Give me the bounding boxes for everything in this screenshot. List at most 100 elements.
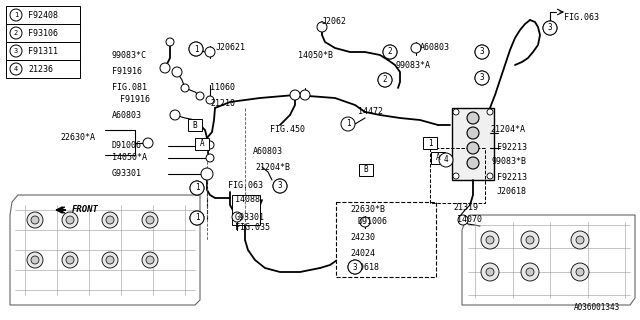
Circle shape	[106, 256, 114, 264]
Circle shape	[467, 142, 479, 154]
Circle shape	[10, 63, 22, 75]
Text: F91916: F91916	[120, 95, 150, 105]
Text: 21204*A: 21204*A	[490, 125, 525, 134]
Text: F92213: F92213	[497, 143, 527, 153]
Text: 2: 2	[383, 76, 387, 84]
Circle shape	[27, 212, 43, 228]
Circle shape	[526, 268, 534, 276]
Text: 1: 1	[428, 139, 432, 148]
Circle shape	[348, 260, 362, 274]
Text: 99083*C: 99083*C	[112, 51, 147, 60]
Text: D91006: D91006	[358, 218, 388, 227]
Text: B: B	[364, 165, 368, 174]
Text: A: A	[436, 154, 440, 163]
Text: 21236: 21236	[28, 65, 53, 74]
Circle shape	[486, 236, 494, 244]
Bar	[359, 164, 373, 176]
Circle shape	[317, 22, 327, 32]
Circle shape	[201, 168, 213, 180]
Text: 14050*B: 14050*B	[298, 51, 333, 60]
Circle shape	[143, 138, 153, 148]
Circle shape	[300, 90, 310, 100]
Text: 14088: 14088	[235, 195, 260, 204]
Circle shape	[467, 112, 479, 124]
Bar	[6, 6, 80, 24]
Circle shape	[348, 260, 362, 274]
Circle shape	[521, 263, 539, 281]
Circle shape	[181, 84, 189, 92]
Bar	[6, 42, 80, 60]
Text: A60803: A60803	[253, 148, 283, 156]
Circle shape	[166, 38, 174, 46]
Circle shape	[571, 231, 589, 249]
Bar	[430, 148, 485, 203]
Text: 4: 4	[444, 156, 448, 164]
Bar	[423, 137, 437, 149]
Circle shape	[190, 181, 204, 195]
Text: FIG.450: FIG.450	[270, 125, 305, 134]
Bar	[232, 195, 260, 225]
Text: 4: 4	[14, 66, 18, 72]
Circle shape	[146, 216, 154, 224]
Text: 14472: 14472	[358, 108, 383, 116]
Circle shape	[475, 71, 489, 85]
Text: FIG.063: FIG.063	[228, 181, 263, 190]
Text: 3: 3	[353, 262, 357, 271]
Circle shape	[487, 109, 493, 115]
Bar	[188, 119, 202, 131]
Text: D91006: D91006	[112, 141, 142, 150]
Circle shape	[10, 27, 22, 39]
Circle shape	[142, 212, 158, 228]
Circle shape	[383, 45, 397, 59]
Text: FIG.081: FIG.081	[112, 84, 147, 92]
Circle shape	[378, 73, 392, 87]
Text: 21204*B: 21204*B	[255, 163, 290, 172]
Circle shape	[458, 215, 468, 225]
Text: F93106: F93106	[28, 28, 58, 37]
Circle shape	[341, 117, 355, 131]
Circle shape	[439, 153, 453, 167]
Circle shape	[206, 141, 214, 149]
Text: 1: 1	[195, 213, 199, 222]
Circle shape	[190, 181, 204, 195]
Text: 14070: 14070	[457, 215, 482, 225]
Circle shape	[232, 212, 242, 222]
Text: 3: 3	[278, 181, 282, 190]
Circle shape	[576, 236, 584, 244]
Circle shape	[475, 71, 489, 85]
Circle shape	[146, 256, 154, 264]
Circle shape	[206, 96, 214, 104]
Circle shape	[543, 21, 557, 35]
Text: 1: 1	[346, 119, 350, 129]
Text: A60803: A60803	[420, 44, 450, 52]
Text: 14050*A: 14050*A	[112, 154, 147, 163]
Text: 1: 1	[195, 183, 199, 193]
Circle shape	[475, 45, 489, 59]
Text: 3: 3	[480, 74, 484, 83]
Text: J20618: J20618	[350, 263, 380, 273]
Circle shape	[31, 256, 39, 264]
Text: J20621: J20621	[216, 44, 246, 52]
Text: 1: 1	[14, 12, 18, 18]
Text: B: B	[193, 121, 197, 130]
Text: FRONT: FRONT	[72, 205, 99, 214]
Circle shape	[467, 127, 479, 139]
Bar	[195, 138, 209, 150]
Circle shape	[102, 212, 118, 228]
Text: 22630*A: 22630*A	[60, 132, 95, 141]
Text: A: A	[200, 140, 204, 148]
Circle shape	[66, 216, 74, 224]
Circle shape	[102, 252, 118, 268]
Circle shape	[66, 256, 74, 264]
Circle shape	[10, 45, 22, 57]
Circle shape	[543, 21, 557, 35]
Circle shape	[411, 43, 421, 53]
Text: 2: 2	[14, 30, 18, 36]
Text: G93301: G93301	[112, 170, 142, 179]
Text: 21210: 21210	[210, 100, 235, 108]
Circle shape	[62, 252, 78, 268]
Circle shape	[571, 263, 589, 281]
Circle shape	[383, 45, 397, 59]
Circle shape	[481, 231, 499, 249]
Text: J20618: J20618	[497, 187, 527, 196]
